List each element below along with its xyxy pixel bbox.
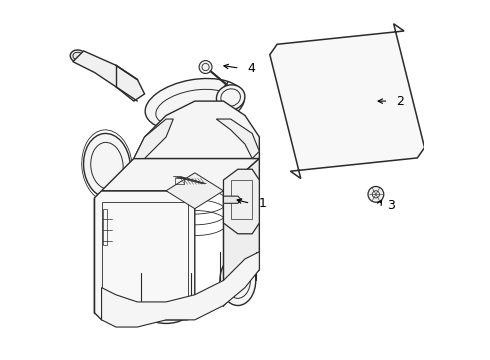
Ellipse shape xyxy=(217,85,245,110)
Polygon shape xyxy=(270,24,424,179)
Ellipse shape xyxy=(141,295,191,323)
Circle shape xyxy=(199,60,212,73)
Polygon shape xyxy=(223,158,259,306)
Circle shape xyxy=(368,186,384,202)
Polygon shape xyxy=(73,51,145,101)
Text: 3: 3 xyxy=(387,199,394,212)
Polygon shape xyxy=(101,252,259,327)
Polygon shape xyxy=(95,191,195,320)
Polygon shape xyxy=(223,169,259,234)
Ellipse shape xyxy=(83,134,130,198)
Polygon shape xyxy=(134,101,259,158)
Ellipse shape xyxy=(239,196,244,203)
Ellipse shape xyxy=(145,78,245,131)
Text: 4: 4 xyxy=(247,62,255,75)
Polygon shape xyxy=(101,158,259,191)
Text: 1: 1 xyxy=(258,197,266,210)
Polygon shape xyxy=(166,173,223,209)
Polygon shape xyxy=(134,119,173,158)
Ellipse shape xyxy=(70,50,86,63)
Polygon shape xyxy=(216,119,259,158)
Ellipse shape xyxy=(220,255,256,306)
Polygon shape xyxy=(223,196,242,203)
Text: 2: 2 xyxy=(396,95,404,108)
